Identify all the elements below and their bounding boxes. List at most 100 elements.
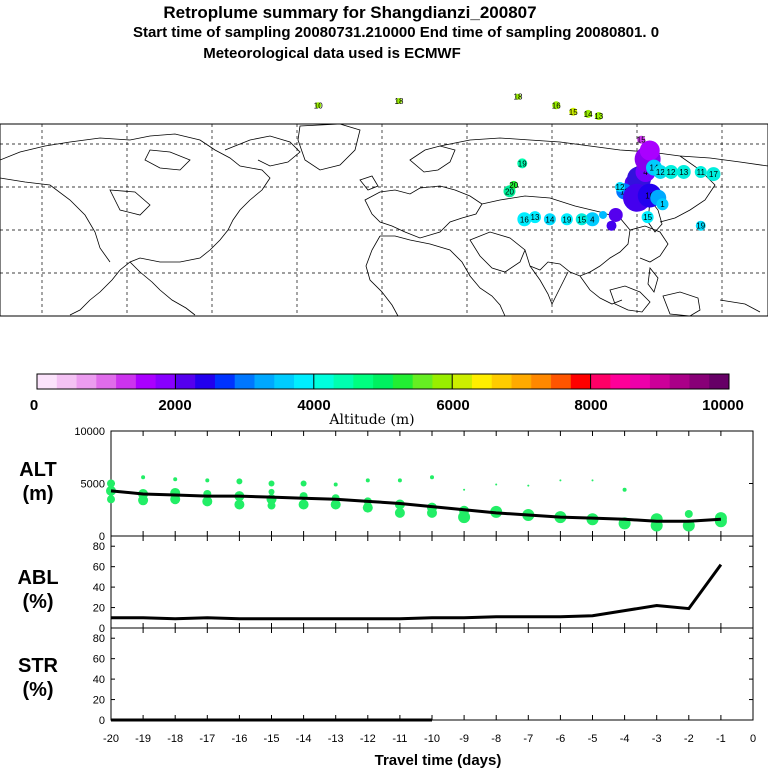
map-marker-label: 18 [395,97,404,106]
map-plume-marker [641,211,654,224]
colorbar-tick-label: 0 [30,397,38,414]
alt-panel-unit: (m) [22,483,53,505]
map-gridlines [0,124,768,316]
altitude-scatter-point [298,499,309,510]
colorbar-segment [313,374,334,389]
altitude-scatter-point [205,478,210,483]
altitude-scatter-point [527,484,530,487]
altitude-scatter-point [268,488,275,495]
map-plume-marker [594,112,603,121]
chart-title: Retroplume summary for Shangdianzi_20080… [163,3,537,22]
x-tick-label: -7 [523,733,533,745]
map-plume-marker [676,164,691,179]
altitude-scatter-point [138,495,149,506]
altitude-scatter-point [202,496,213,507]
colorbar-segment [689,374,710,389]
x-tick-label: -9 [459,733,469,745]
coastlines [0,123,768,317]
colorbar-segment [214,374,236,389]
map-plume-marker [585,212,600,227]
y-tick-label: 10000 [74,426,105,438]
map-marker-label: 20 [509,181,518,190]
abl-panel-unit: (%) [22,591,53,613]
y-tick-label: 80 [93,633,105,645]
x-tick-label: -6 [556,733,566,745]
map-plume-marker [552,101,561,110]
altitude-colorbar [36,373,730,390]
map-marker-label: 15 [637,136,646,145]
x-tick-label: -13 [328,733,344,745]
colorbar-segment [491,374,512,389]
colorbar-segment [96,374,117,389]
altitude-scatter-point [714,515,727,528]
colorbar-segment [511,374,532,389]
y-tick-label: 20 [93,695,105,707]
colorbar-segment [630,374,651,389]
x-tick-label: -20 [103,733,119,745]
altitude-scatter-point [267,501,276,510]
colorbar-segment [432,374,453,389]
x-tick-label: -17 [199,733,215,745]
colorbar-segment [175,374,196,389]
abl-panel-label: ABL [17,567,58,589]
colorbar-segment [610,374,631,389]
map-plume-marker [517,212,532,227]
map-plume-marker [560,213,573,226]
colorbar-segment [116,374,137,389]
panel-frame [110,627,754,721]
colorbar-tick-label: 2000 [158,397,191,414]
colorbar-segment [155,374,176,389]
colorbar-segment [274,374,295,389]
map-plume-marker [637,135,646,144]
map-plume-marker [599,210,607,219]
x-tick-label: -12 [360,733,376,745]
colorbar-segment [452,374,473,389]
map-marker-label: 4 [590,215,595,224]
altitude-scatter-point [173,477,178,482]
y-tick-label: 20 [93,603,105,615]
x-tick-label: -8 [491,733,501,745]
colorbar-segment [135,374,157,389]
colorbar-segment [590,374,611,389]
map-marker-label: 13 [531,213,540,222]
colorbar-segment [56,374,77,389]
map-plume-marker [515,93,521,100]
altitude-scatter-point [622,487,627,492]
altitude-scatter-point [330,499,341,510]
map-marker-label: 12 [667,168,676,177]
colorbar-segment [570,374,591,389]
map-marker-label: 18 [514,93,523,102]
colorbar-segment [392,374,414,389]
colorbar-segment [234,374,255,389]
map-plume-marker [694,165,707,178]
x-tick-label: -10 [424,733,440,745]
str-panel-label: STR [18,655,59,677]
map-plume-marker [639,140,660,161]
x-tick-label: -1 [716,733,726,745]
altitude-scatter-point [300,480,307,487]
x-tick-label: -5 [588,733,598,745]
colorbar-title: Altitude (m) [328,412,414,428]
series-line-abl [111,563,723,621]
colorbar-frame [36,373,730,390]
altitude-scatter-point [170,494,181,505]
y-tick-label: 60 [93,562,105,574]
map-marker-label: 13 [679,168,688,177]
map-plume-marker [569,107,578,116]
x-tick-label: -15 [264,733,280,745]
colorbar-segment [669,374,690,389]
colorbar-segment [195,374,216,389]
y-tick-label: 5000 [81,479,105,491]
map-marker-label: 1 [660,200,665,209]
map-marker-label: 12 [616,183,625,192]
map-marker-label: 14 [584,110,593,119]
map-plume-marker [656,198,669,211]
str-panel-unit: (%) [22,679,53,701]
colorbar-segment [709,374,730,389]
y-tick-label: 0 [99,715,105,727]
colorbar-segment [551,374,572,389]
altitude-scatter-point [430,475,434,480]
colorbar-segment [649,374,671,389]
